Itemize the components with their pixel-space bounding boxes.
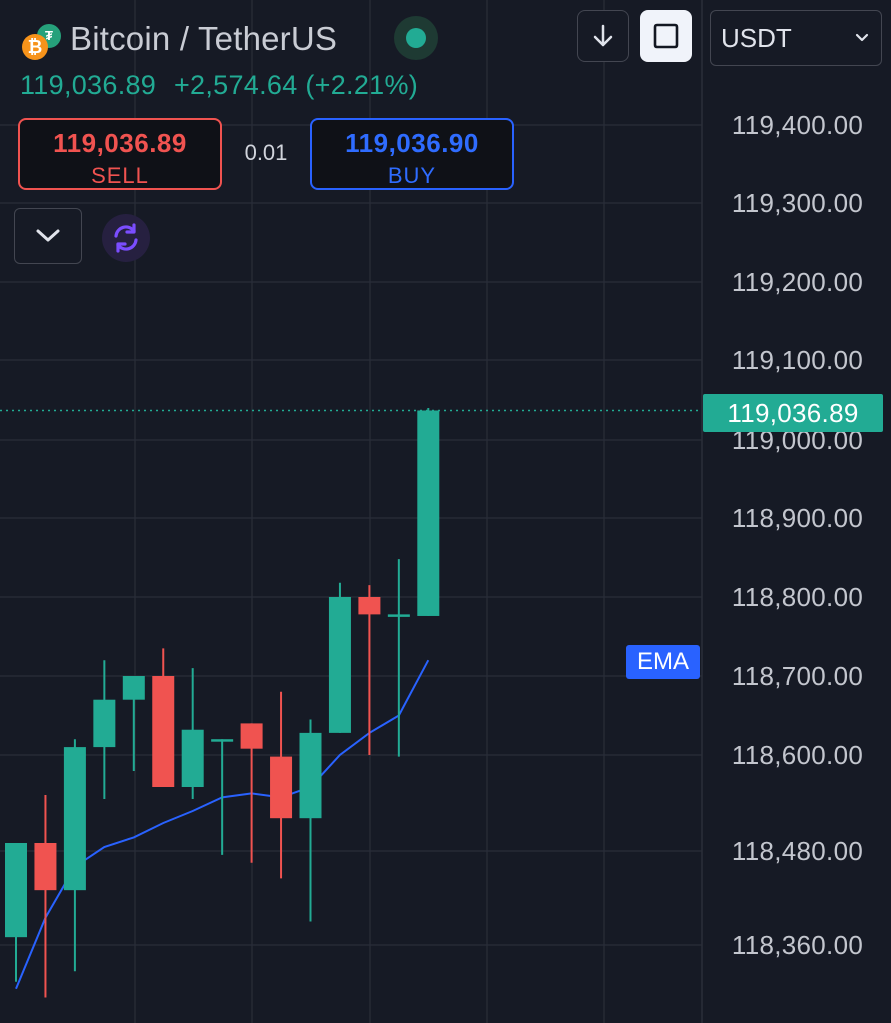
- price-axis-label: 119,100.00: [731, 345, 864, 375]
- candle-body: [240, 723, 263, 749]
- candle-body: [5, 843, 27, 938]
- candles: [5, 408, 440, 998]
- current-price-tag: 119,036.89: [703, 394, 883, 432]
- last-price: 119,036.89: [20, 70, 157, 100]
- price-change: +2,574.64: [173, 70, 298, 100]
- price-axis-label: 118,600.00: [731, 740, 864, 770]
- price-axis-label: 119,400.00: [731, 110, 864, 140]
- candle-body: [328, 597, 351, 733]
- candle-body: [63, 747, 86, 891]
- buy-price: 119,036.90: [345, 128, 479, 158]
- candle-body: [270, 756, 293, 819]
- candle-body: [211, 739, 234, 742]
- price-axis-label: 119,200.00: [731, 267, 864, 297]
- candle-body: [358, 597, 381, 615]
- price-axis-label: 119,300.00: [731, 188, 864, 218]
- chevron-down-icon: [855, 33, 869, 42]
- sell-label: SELL: [91, 163, 149, 188]
- sync-button[interactable]: [102, 214, 150, 262]
- currency-select[interactable]: USDT: [710, 10, 882, 66]
- candle-body: [34, 843, 57, 891]
- currency-value: USDT: [721, 22, 792, 53]
- price-axis-label: 118,900.00: [731, 503, 864, 533]
- symbol-title: Bitcoin / TetherUS: [70, 20, 338, 57]
- buy-label: BUY: [387, 163, 437, 188]
- spread-value: 0.01: [244, 140, 288, 165]
- download-button[interactable]: [577, 10, 629, 62]
- snapshot-frame-icon: [653, 23, 679, 49]
- snapshot-button[interactable]: [640, 10, 692, 62]
- pair-icon: ₮ ₿: [20, 18, 63, 60]
- buy-button[interactable]: 119,036.90 BUY: [310, 118, 514, 190]
- candle-body: [417, 410, 440, 616]
- price-axis-label: 118,800.00: [731, 582, 864, 612]
- symbol-header[interactable]: ₮ ₿ Bitcoin / TetherUS: [20, 14, 337, 64]
- collapse-button[interactable]: [14, 208, 82, 264]
- price-summary: 119,036.89 +2,574.64 (+2.21%): [20, 70, 418, 101]
- arrow-down-icon: [593, 24, 613, 47]
- chevron-down-icon: [36, 229, 60, 242]
- candle-body: [299, 732, 322, 819]
- sell-price: 119,036.89: [53, 128, 187, 158]
- ema-tag: EMA: [626, 645, 700, 679]
- price-axis-label: 118,700.00: [731, 661, 864, 691]
- candle-body: [122, 676, 145, 700]
- candle-body: [387, 614, 410, 617]
- price-axis-label: 118,360.00: [731, 930, 864, 960]
- market-open-status-icon: [394, 16, 438, 60]
- candle-body: [93, 699, 116, 748]
- refresh-icon: [114, 223, 138, 253]
- sell-button[interactable]: 119,036.89 SELL: [18, 118, 222, 190]
- price-change-percent: (+2.21%): [305, 70, 419, 100]
- bitcoin-icon: ₿: [22, 34, 48, 60]
- candle-body: [181, 729, 204, 787]
- price-axis-label: 118,480.00: [731, 836, 864, 866]
- candle-body: [152, 676, 175, 787]
